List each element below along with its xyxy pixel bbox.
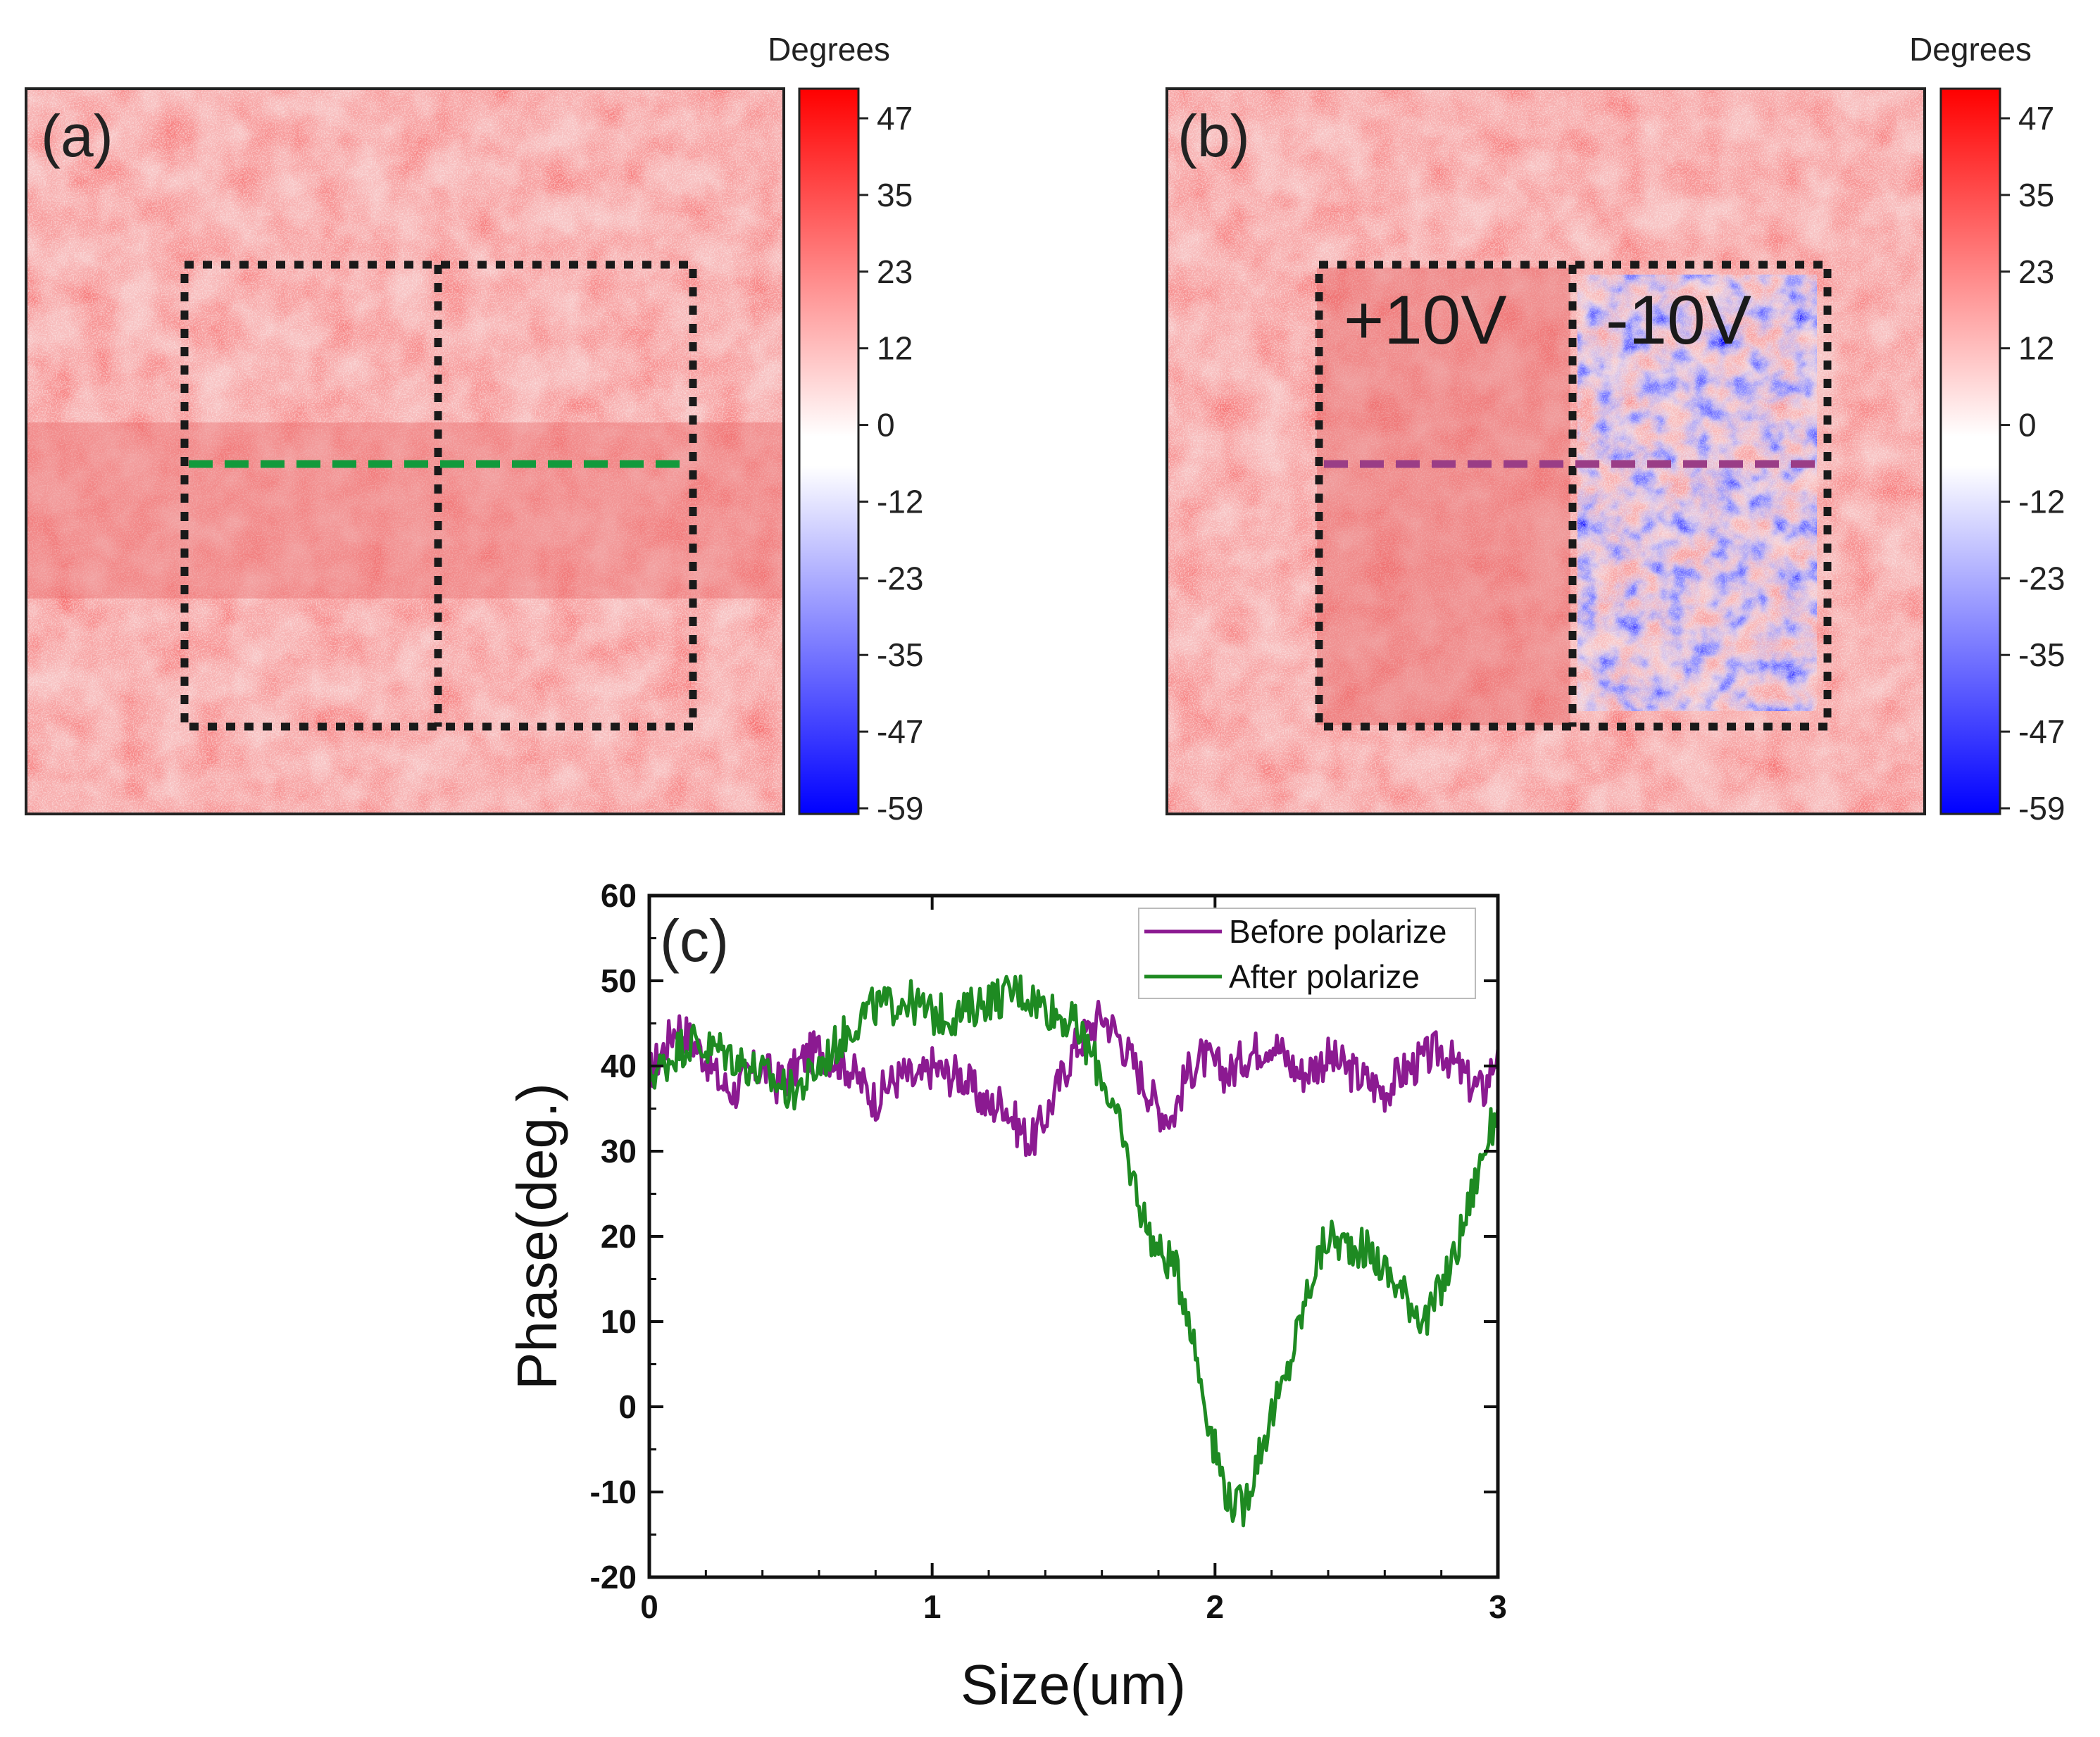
y-tick-label: 0: [618, 1388, 637, 1425]
colorbar-tick-label: -59: [877, 790, 923, 827]
y-tick-label: 10: [601, 1303, 637, 1340]
y-axis-label: Phase(deg.): [506, 1083, 568, 1390]
y-tick-label: 50: [601, 962, 637, 999]
colorbar-tick-label: 35: [2018, 177, 2054, 213]
panel-label-c: (c): [660, 908, 729, 974]
colorbar-tick-label: -35: [877, 637, 923, 673]
colorbar-tick-label: -35: [2018, 637, 2065, 673]
negative-domain-region: [1577, 275, 1817, 711]
x-tick-label: 3: [1489, 1588, 1507, 1625]
plot-axes: 0 1 2 3 -20 -10 0 10 20 30 40 50 60: [590, 877, 1507, 1625]
poling-box-b: [1315, 261, 1832, 731]
image-frame-a: [25, 87, 785, 815]
colorbar-tick-label: 12: [877, 330, 913, 367]
legend-label-after: After polarize: [1229, 958, 1420, 995]
colorbar-tick-label: 47: [877, 100, 913, 137]
panel-a: (a) Degrees 47 35 23 12 0 -12 -23 -35 -47 -59: [25, 31, 923, 827]
colorbar-tick-label: 0: [2018, 407, 2037, 444]
y-tick-label: 20: [601, 1218, 637, 1255]
colorbar-tick-label: 0: [877, 407, 895, 444]
panel-c: 0 1 2 3 -20 -10 0 10 20 30 40 50 60 (c) Size(um) Pha…: [506, 877, 1507, 1716]
y-tick-label: -20: [590, 1559, 637, 1595]
y-tick-label: 30: [601, 1133, 637, 1170]
y-tick-label: 40: [601, 1048, 637, 1084]
colorbar-tick-label: -47: [877, 713, 923, 750]
colorbar-b: [1939, 87, 2001, 815]
colorbar-tick-label: -12: [877, 483, 923, 520]
x-tick-label: 1: [923, 1588, 942, 1625]
colorbar-tick-label: 12: [2018, 330, 2054, 367]
region-label-minus: -10V: [1606, 281, 1751, 358]
legend: Before polarize After polarize: [1138, 908, 1476, 999]
colorbar-tick-label: -12: [2018, 483, 2065, 520]
plot-series: [649, 974, 1498, 1528]
colorbar-tick-label: 23: [877, 253, 913, 290]
y-tick-label: -10: [590, 1474, 637, 1510]
x-axis-label: Size(um): [961, 1653, 1186, 1716]
phase-image-a: [26, 89, 784, 814]
colorbar-title-a: Degrees: [768, 31, 890, 68]
phase-image-b: [1167, 89, 1925, 814]
colorbar-tick-label: -23: [2018, 560, 2065, 596]
poling-box-a: [180, 261, 697, 731]
colorbar-ticks-a: 47 35 23 12 0 -12 -23 -35 -47 -59: [858, 100, 923, 827]
x-tick-label: 0: [640, 1588, 658, 1625]
colorbar-tick-label: 23: [2018, 253, 2054, 290]
legend-label-before: Before polarize: [1229, 913, 1446, 950]
series-line-before-polarize: [649, 1000, 1498, 1158]
colorbar-a: [798, 87, 860, 815]
colorbar-tick-label: -47: [2018, 713, 2065, 750]
panel-label-a: (a): [41, 103, 113, 169]
series-line-after-polarize: [649, 974, 1498, 1528]
x-tick-label: 2: [1206, 1588, 1225, 1625]
colorbar-tick-label: 35: [877, 177, 913, 213]
panel-label-b: (b): [1177, 103, 1250, 169]
region-label-plus: +10V: [1344, 281, 1507, 358]
y-tick-label: 60: [601, 877, 637, 914]
colorbar-tick-label: -59: [2018, 790, 2065, 827]
colorbar-tick-label: -23: [877, 560, 923, 596]
panel-b: (b) +10V -10V Degrees 47 35 23 12 0 -12 -23 -35…: [1165, 31, 2065, 827]
image-frame-b: [1165, 87, 1926, 815]
colorbar-title-b: Degrees: [1909, 31, 2032, 68]
colorbar-tick-label: 47: [2018, 100, 2054, 137]
colorbar-ticks-b: 47 35 23 12 0 -12 -23 -35 -47 -59: [2000, 100, 2065, 827]
